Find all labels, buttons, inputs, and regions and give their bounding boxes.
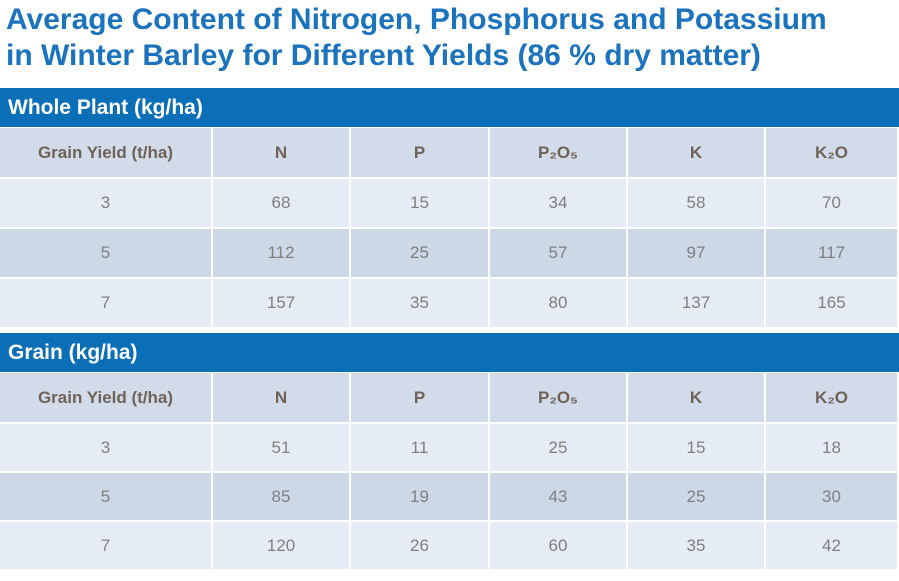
table-cell: 157 [213,279,349,327]
table-cell: 97 [628,229,764,277]
column-header: K [628,128,764,177]
table-cell: 3 [0,179,211,227]
table-cell: 42 [766,522,897,569]
table-cell: 165 [766,279,897,327]
table-cell: 112 [213,229,349,277]
column-header: P [351,373,488,422]
table-cell: 26 [351,522,488,569]
table-cell: 80 [490,279,626,327]
table-cell: 18 [766,424,897,471]
table-cell: 25 [628,473,764,520]
title-line: in Winter Barley for Different Yields (8… [6,39,761,72]
table-cell: 5 [0,473,211,520]
table-cell: 7 [0,522,211,569]
table-cell: 35 [628,522,764,569]
table-cell: 35 [351,279,488,327]
table-cell: 34 [490,179,626,227]
table-cell: 3 [0,424,211,471]
table-cell: 25 [490,424,626,471]
column-header: N [213,373,349,422]
table-cell: 7 [0,279,211,327]
column-header: K₂O [766,128,897,177]
table-cell: 51 [213,424,349,471]
table-cell: 70 [766,179,897,227]
table-cell: 120 [213,522,349,569]
table-cell: 5 [0,229,211,277]
table-cell: 58 [628,179,764,227]
column-header: P₂O₅ [490,373,626,422]
table-cell: 15 [351,179,488,227]
table-cell: 117 [766,229,897,277]
table-cell: 25 [351,229,488,277]
title-line: Average Content of Nitrogen, Phosphorus … [6,3,827,36]
section-heading: Whole Plant (kg/ha) [0,88,899,127]
table-cell: 15 [628,424,764,471]
table-cell: 57 [490,229,626,277]
table-cell: 85 [213,473,349,520]
table-cell: 60 [490,522,626,569]
column-header: Grain Yield (t/ha) [0,373,211,422]
section-heading: Grain (kg/ha) [0,333,899,372]
column-header: N [213,128,349,177]
column-header: P [351,128,488,177]
title: Average Content of Nitrogen, Phosphorus … [6,2,827,74]
table-cell: 137 [628,279,764,327]
table-cell: 68 [213,179,349,227]
column-header: Grain Yield (t/ha) [0,128,211,177]
table-cell: 30 [766,473,897,520]
table-cell: 11 [351,424,488,471]
column-header: P₂O₅ [490,128,626,177]
column-header: K₂O [766,373,897,422]
table-cell: 43 [490,473,626,520]
table-cell: 19 [351,473,488,520]
column-header: K [628,373,764,422]
